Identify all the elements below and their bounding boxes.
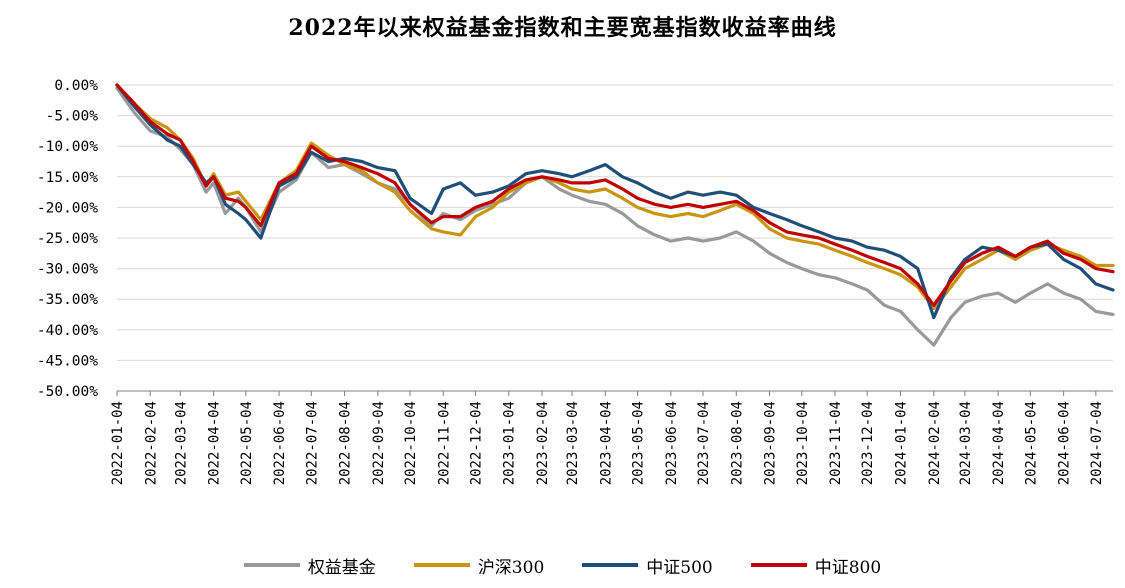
x-tick-label: 2023-12-04 bbox=[860, 401, 876, 485]
x-tick-label: 2024-04-04 bbox=[991, 401, 1007, 485]
y-tick-label: -10.00% bbox=[37, 139, 98, 155]
legend-label: 权益基金 bbox=[307, 557, 376, 578]
y-axis: 0.00% -5.00% -10.00% -15.00% -20.00% -25.00% -… bbox=[37, 78, 98, 400]
x-tick-label: 2022-07-04 bbox=[304, 401, 320, 485]
x-tick-label: 2023-10-04 bbox=[795, 401, 811, 485]
x-tick-label: 2023-11-04 bbox=[828, 401, 844, 485]
x-tick-label: 2024-05-04 bbox=[1023, 401, 1039, 485]
x-tick-label: 2022-01-04 bbox=[110, 401, 126, 485]
x-tick-label: 2022-12-04 bbox=[468, 401, 484, 485]
legend-item: 中证500 bbox=[582, 553, 713, 578]
series-lines bbox=[115, 83, 1115, 347]
x-tick-label: 2024-06-04 bbox=[1057, 401, 1073, 485]
x-tick-label: 2023-08-04 bbox=[729, 401, 745, 485]
x-tick-label: 2023-02-04 bbox=[535, 401, 551, 485]
series-line bbox=[115, 83, 1115, 320]
x-tick-label: 2023-06-04 bbox=[664, 401, 680, 485]
x-tick-label: 2023-03-04 bbox=[565, 401, 581, 485]
x-tick-label: 2023-05-04 bbox=[631, 401, 647, 485]
legend: 权益基金 沪深300 中证500 中证800 bbox=[0, 550, 1125, 580]
x-tick-label: 2024-07-04 bbox=[1089, 401, 1105, 485]
x-tick-label: 2022-05-04 bbox=[239, 401, 255, 485]
x-tick-label: 2022-04-04 bbox=[207, 401, 223, 485]
x-tick-label: 2023-01-04 bbox=[502, 401, 518, 485]
x-tick-label: 2022-11-04 bbox=[436, 401, 452, 485]
gridlines bbox=[117, 84, 1113, 361]
x-tick-label: 2023-04-04 bbox=[598, 401, 614, 485]
x-tick-label: 2024-01-04 bbox=[893, 401, 909, 485]
x-axis: 2022-01-04 2022-02-04 2022-03-04 2022-04-04… bbox=[110, 390, 1113, 485]
x-tick-label: 2023-07-04 bbox=[696, 401, 712, 485]
legend-label: 中证500 bbox=[646, 557, 713, 578]
legend-item: 权益基金 bbox=[243, 553, 376, 578]
legend-label: 中证800 bbox=[814, 557, 882, 578]
y-tick-label: -25.00% bbox=[37, 231, 98, 247]
y-tick-label: -30.00% bbox=[37, 262, 98, 278]
x-tick-label: 2022-08-04 bbox=[338, 401, 354, 485]
legend-item: 沪深300 bbox=[413, 553, 545, 578]
x-tick-label: 2024-03-04 bbox=[958, 401, 974, 485]
series-line bbox=[115, 86, 1115, 347]
x-tick-label: 2022-09-04 bbox=[371, 401, 387, 485]
x-tick-label: 2022-02-04 bbox=[143, 401, 159, 485]
series-line bbox=[115, 83, 1115, 310]
y-tick-label: -5.00% bbox=[46, 109, 99, 125]
y-tick-label: 0.00% bbox=[54, 78, 98, 94]
legend-swatch bbox=[413, 563, 470, 567]
x-tick-label: 2022-06-04 bbox=[272, 401, 288, 485]
legend-swatch bbox=[750, 563, 807, 567]
x-tick-label: 2023-09-04 bbox=[763, 401, 779, 485]
y-tick-label: -15.00% bbox=[37, 170, 98, 186]
y-tick-label: -20.00% bbox=[37, 200, 98, 216]
y-tick-label: -50.00% bbox=[37, 384, 98, 400]
legend-item: 中证800 bbox=[750, 553, 882, 578]
x-tick-label: 2024-02-04 bbox=[927, 401, 943, 485]
legend-swatch bbox=[582, 563, 639, 567]
chart-title: 2022年以来权益基金指数和主要宽基指数收益率曲线 bbox=[288, 15, 837, 41]
y-tick-label: -45.00% bbox=[37, 353, 98, 369]
x-tick-label: 2022-10-04 bbox=[403, 401, 419, 485]
legend-label: 沪深300 bbox=[477, 557, 545, 578]
y-tick-label: -40.00% bbox=[37, 323, 98, 339]
series-line bbox=[115, 83, 1115, 307]
legend-swatch bbox=[243, 563, 300, 567]
x-tick-label: 2022-03-04 bbox=[173, 401, 189, 485]
y-tick-label: -35.00% bbox=[37, 292, 98, 308]
